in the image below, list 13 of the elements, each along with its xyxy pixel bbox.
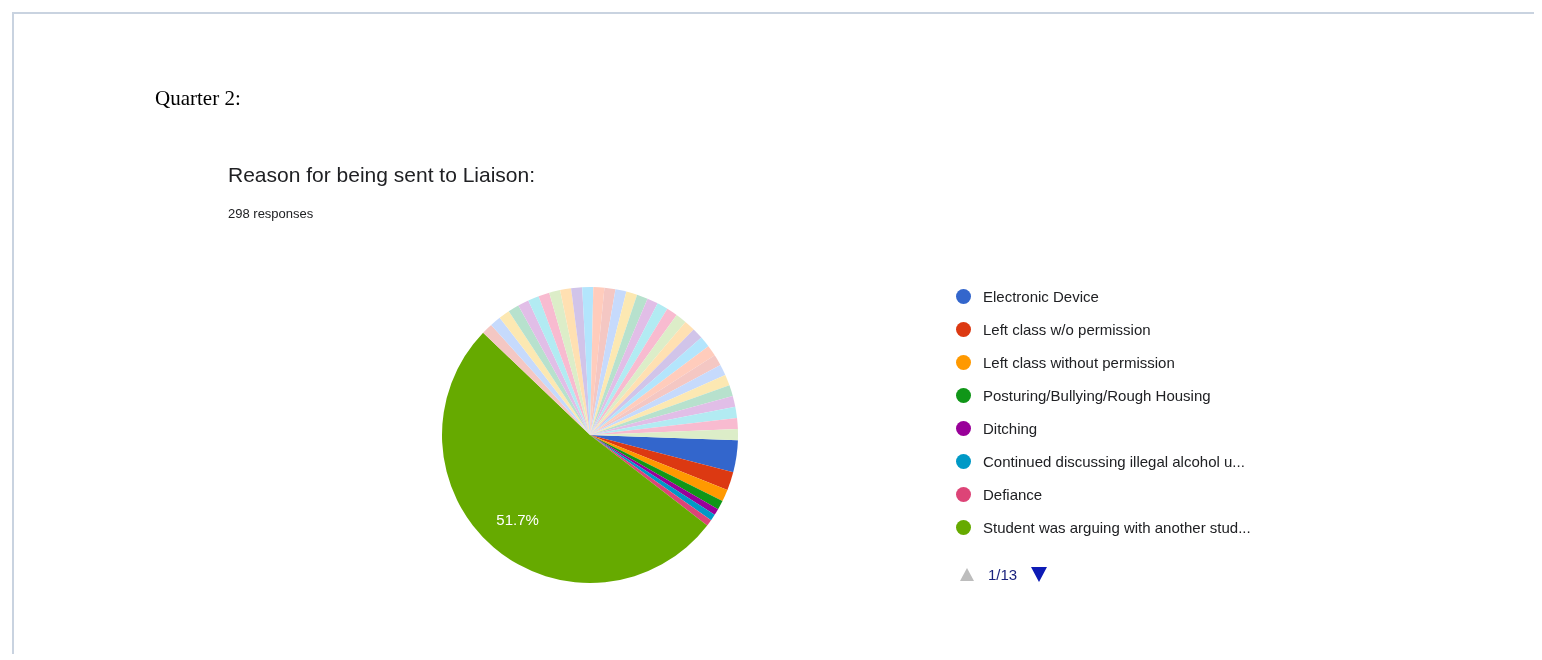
legend-label: Ditching [983,420,1038,437]
data-label: 51.7% [496,510,539,528]
legend-label: Student was arguing with another stud... [983,519,1251,536]
text: 1/13 [988,566,1018,583]
legend-label: Left class w/o permission [983,321,1151,338]
text: Quarter 2: [155,86,241,111]
legend-label: Left class without permission [983,354,1175,371]
legend-label: Continued discussing illegal alcohol u... [983,453,1245,470]
legend-label: Posturing/Bullying/Rough Housing [983,387,1211,404]
chart-title: Reason for being sent to Liaison: [228,163,536,187]
legend-label: Defiance [983,486,1043,503]
legend-label: Electronic Device [983,288,1099,305]
text: 298 responses [228,206,314,221]
